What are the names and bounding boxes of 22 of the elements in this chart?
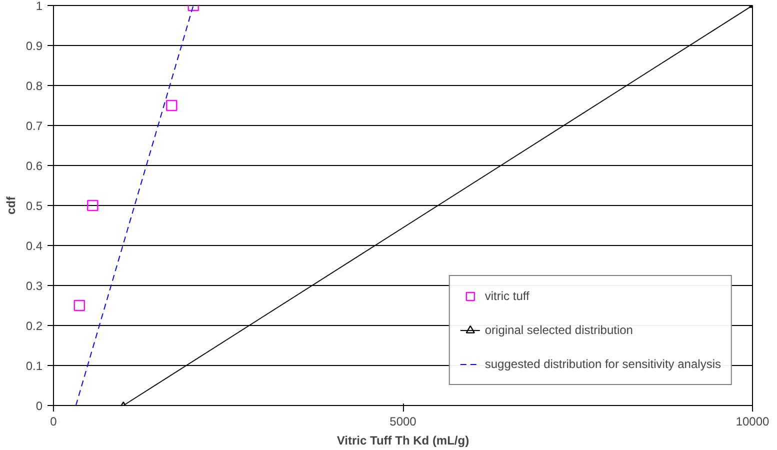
point — [74, 300, 85, 312]
y-axis-title: cdf — [4, 195, 18, 214]
y-tick-label: 0.7 — [26, 119, 43, 133]
y-tick-label: 0.5 — [26, 199, 43, 213]
y-tick-label: 0.8 — [26, 79, 43, 93]
y-tick-label: 0.9 — [26, 39, 43, 53]
y-tick-label: 0.1 — [26, 359, 43, 373]
x-tick-label: 10000 — [736, 414, 770, 428]
point — [166, 100, 178, 112]
legend-label: suggested distribution for sensitivity analysis — [484, 357, 721, 371]
y-tick-label: 1 — [36, 0, 43, 13]
legend-label: original selected distribution — [484, 323, 633, 337]
y-tick-label: 0.6 — [26, 159, 43, 173]
y-tick-label: 0.3 — [26, 279, 43, 293]
y-tick-label: 0 — [36, 399, 43, 413]
x-axis-title: Vitric Tuff Th Kd (mL/g) — [336, 434, 470, 448]
legend-label: vitric tuff — [484, 289, 530, 303]
point — [87, 200, 98, 212]
y-tick-label: 0.2 — [26, 319, 43, 333]
x-tick-label: 5000 — [390, 414, 417, 428]
y-tick-label: 0.4 — [26, 239, 43, 253]
x-tick-label: 0 — [50, 414, 58, 428]
